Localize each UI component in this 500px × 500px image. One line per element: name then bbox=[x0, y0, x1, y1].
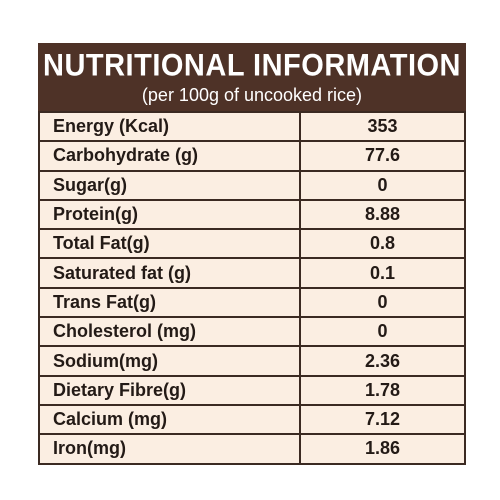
nutrient-label: Saturated fat (g) bbox=[38, 257, 301, 289]
nutrient-label: Sugar(g) bbox=[38, 169, 301, 201]
nutrient-value: 353 bbox=[299, 110, 466, 143]
nutrition-subtitle: (per 100g of uncooked rice) bbox=[141, 85, 363, 105]
table-row: Trans Fat(g) 0 bbox=[38, 286, 466, 319]
nutrient-label: Dietary Fibre(g) bbox=[38, 374, 301, 406]
nutrient-label: Calcium (mg) bbox=[38, 403, 301, 436]
nutrient-value: 8.88 bbox=[299, 198, 466, 231]
nutrient-value: 0 bbox=[299, 169, 466, 201]
nutrient-value: 1.86 bbox=[299, 433, 466, 465]
nutrition-title: NUTRITIONAL INFORMATION bbox=[43, 48, 461, 84]
nutrient-value: 0.8 bbox=[299, 228, 466, 260]
table-row: Energy (Kcal) 353 bbox=[38, 110, 466, 143]
nutrient-label: Total Fat(g) bbox=[38, 228, 301, 260]
nutrient-value: 0.1 bbox=[299, 257, 466, 289]
table-row: Dietary Fibre(g) 1.78 bbox=[38, 374, 466, 406]
nutrient-label: Cholesterol (mg) bbox=[38, 316, 301, 348]
nutrition-header: NUTRITIONAL INFORMATION (per 100g of unc… bbox=[38, 43, 466, 111]
nutrient-value: 0 bbox=[299, 316, 466, 348]
table-row: Sugar(g) 0 bbox=[38, 169, 466, 201]
table-row: Cholesterol (mg) 0 bbox=[38, 316, 466, 348]
table-row: Protein(g) 8.88 bbox=[38, 198, 466, 231]
nutrient-value: 1.78 bbox=[299, 374, 466, 406]
table-row: Sodium(mg) 2.36 bbox=[38, 345, 466, 377]
nutrition-panel: NUTRITIONAL INFORMATION (per 100g of unc… bbox=[38, 43, 466, 465]
table-row: Carbohydrate (g) 77.6 bbox=[38, 140, 466, 172]
nutrient-value: 2.36 bbox=[299, 345, 466, 377]
table-row: Total Fat(g) 0.8 bbox=[38, 228, 466, 260]
nutrient-value: 0 bbox=[299, 286, 466, 319]
nutrition-table: Energy (Kcal) 353 Carbohydrate (g) 77.6 … bbox=[38, 110, 466, 465]
nutrient-value: 7.12 bbox=[299, 403, 466, 436]
nutrient-label: Trans Fat(g) bbox=[38, 286, 301, 319]
nutrient-label: Sodium(mg) bbox=[38, 345, 301, 377]
nutrient-label: Carbohydrate (g) bbox=[38, 140, 301, 172]
table-row: Saturated fat (g) 0.1 bbox=[38, 257, 466, 289]
table-row: Calcium (mg) 7.12 bbox=[38, 403, 466, 436]
nutrient-label: Iron(mg) bbox=[38, 433, 301, 465]
table-row: Iron(mg) 1.86 bbox=[38, 433, 466, 465]
nutrient-label: Energy (Kcal) bbox=[38, 110, 301, 143]
nutrient-label: Protein(g) bbox=[38, 198, 301, 231]
nutrient-value: 77.6 bbox=[299, 140, 466, 172]
